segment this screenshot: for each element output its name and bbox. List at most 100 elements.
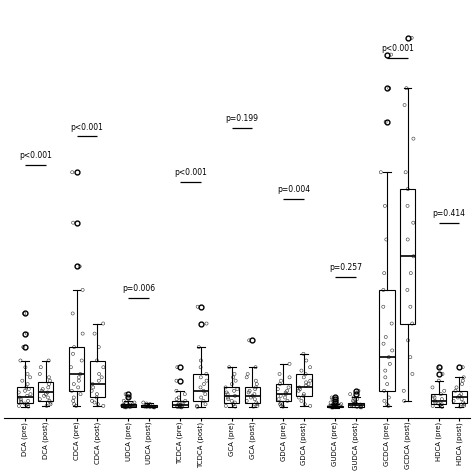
Point: [197, 374, 205, 381]
Point: [37, 364, 45, 371]
Point: [277, 402, 285, 410]
Point: [45, 380, 53, 388]
Point: [89, 380, 96, 388]
Point: [146, 401, 154, 408]
Point: [98, 374, 106, 381]
Point: [456, 392, 464, 400]
Point: [351, 400, 359, 408]
Point: [246, 337, 253, 344]
Point: [380, 340, 387, 347]
Point: [302, 357, 310, 365]
Point: [295, 394, 303, 401]
Point: [70, 394, 78, 401]
Point: [277, 377, 285, 384]
Point: [141, 403, 148, 410]
Point: [382, 367, 389, 374]
Point: [100, 402, 107, 410]
Point: [355, 387, 362, 394]
Point: [438, 403, 446, 410]
PathPatch shape: [245, 387, 260, 402]
Point: [75, 374, 82, 381]
Point: [453, 383, 460, 391]
Point: [40, 392, 48, 400]
PathPatch shape: [328, 406, 343, 407]
Point: [18, 377, 26, 384]
PathPatch shape: [296, 374, 312, 396]
Point: [120, 397, 128, 405]
Point: [301, 401, 309, 408]
Point: [254, 402, 261, 410]
PathPatch shape: [224, 387, 239, 402]
Point: [70, 397, 77, 405]
Point: [24, 397, 32, 405]
Point: [36, 370, 44, 378]
Point: [129, 401, 137, 408]
PathPatch shape: [172, 401, 188, 407]
Point: [460, 401, 468, 408]
Point: [401, 101, 409, 109]
Point: [431, 399, 439, 406]
Point: [228, 397, 236, 405]
Point: [16, 394, 24, 401]
Point: [350, 394, 357, 401]
Point: [384, 402, 392, 410]
Point: [176, 401, 184, 409]
PathPatch shape: [141, 405, 157, 407]
Point: [296, 385, 304, 393]
Point: [330, 403, 337, 410]
Point: [91, 330, 99, 337]
Point: [350, 402, 357, 410]
Text: p=0.199: p=0.199: [226, 114, 259, 123]
PathPatch shape: [431, 394, 447, 404]
Point: [302, 379, 310, 386]
Point: [438, 401, 446, 408]
Point: [142, 401, 150, 409]
Point: [38, 387, 46, 394]
Point: [385, 394, 392, 401]
Point: [151, 404, 158, 411]
Point: [404, 236, 411, 243]
Point: [193, 402, 201, 410]
Text: p<0.001: p<0.001: [174, 168, 207, 177]
Point: [178, 404, 185, 411]
Point: [382, 118, 390, 126]
Point: [410, 135, 417, 142]
Point: [348, 401, 356, 409]
Point: [23, 392, 31, 400]
Point: [387, 51, 395, 58]
Point: [381, 397, 388, 405]
Point: [336, 401, 344, 409]
Point: [93, 357, 100, 365]
Point: [328, 404, 335, 411]
PathPatch shape: [69, 347, 84, 391]
Point: [21, 400, 28, 407]
Point: [69, 219, 77, 227]
Point: [407, 353, 414, 361]
Point: [408, 34, 416, 42]
Point: [277, 392, 284, 400]
Point: [71, 401, 78, 408]
Point: [127, 401, 135, 408]
Point: [428, 383, 436, 391]
Point: [145, 402, 152, 410]
Point: [459, 399, 467, 406]
Point: [123, 402, 131, 410]
Point: [346, 391, 354, 398]
Point: [197, 383, 204, 391]
Point: [120, 401, 128, 409]
Point: [44, 394, 52, 401]
Point: [78, 357, 85, 365]
Point: [400, 387, 408, 394]
Point: [385, 84, 393, 92]
Point: [231, 370, 238, 378]
Text: p<0.001: p<0.001: [71, 122, 103, 131]
Point: [409, 370, 416, 378]
Point: [296, 383, 303, 391]
Point: [93, 391, 100, 398]
Point: [76, 370, 84, 378]
Point: [243, 374, 250, 381]
Point: [404, 202, 411, 210]
Point: [197, 394, 205, 401]
Point: [385, 353, 392, 361]
Point: [24, 401, 32, 408]
